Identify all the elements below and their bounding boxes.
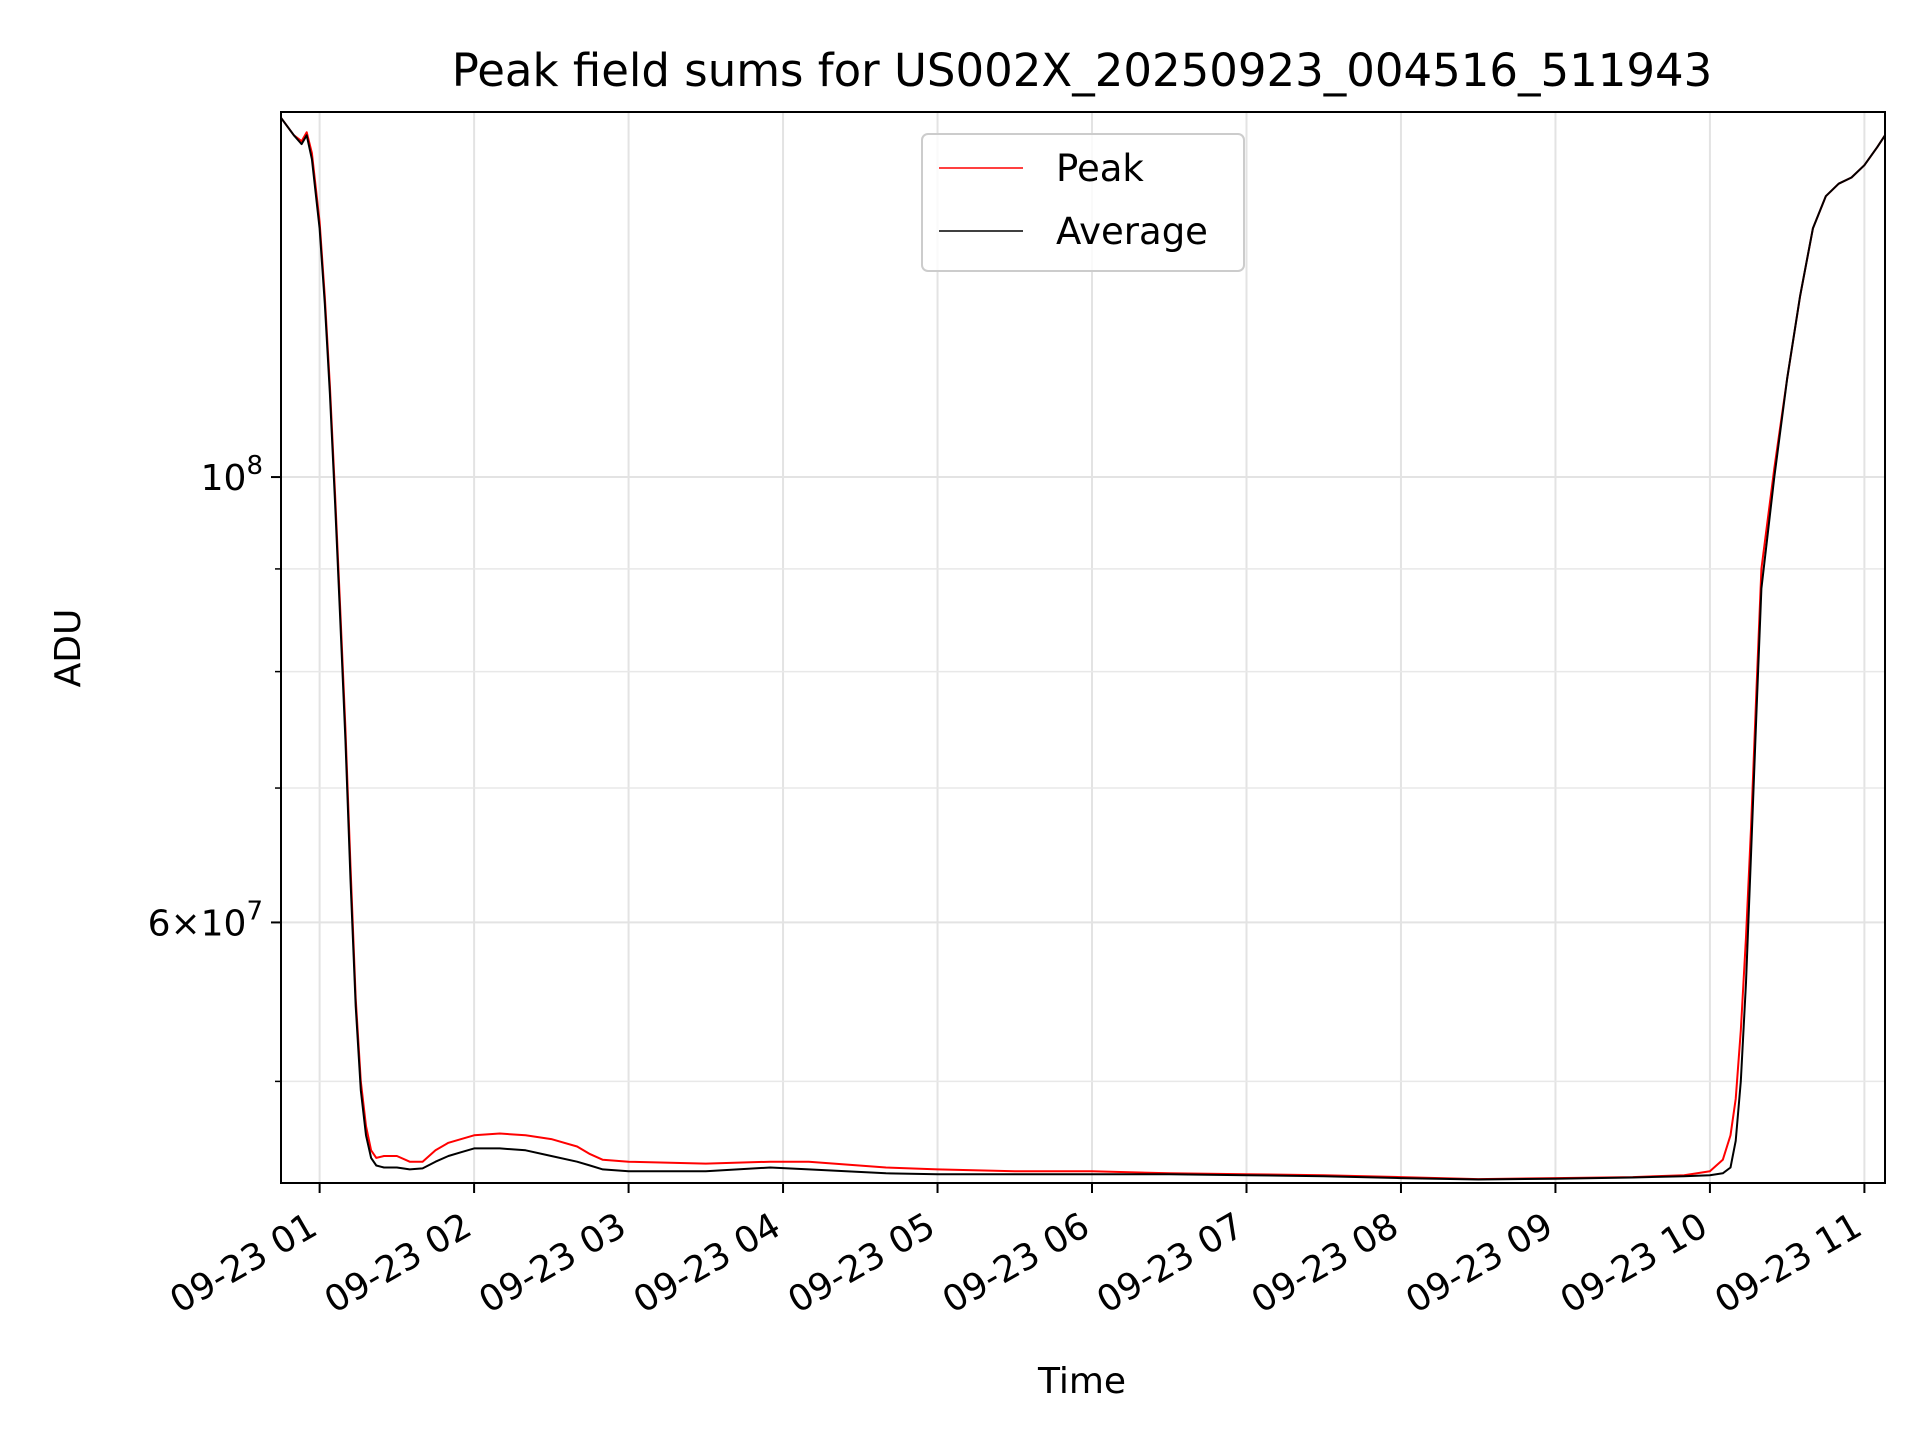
y-axis-title: ADU — [48, 609, 89, 688]
grid-lines — [281, 112, 1885, 1183]
series-lines — [280, 117, 1886, 1181]
legend-label-average: Average — [1056, 210, 1208, 253]
y-tick-label: 6×107 — [148, 896, 263, 944]
legend: Peak Average — [921, 133, 1245, 272]
chart-title: Peak field sums for US002X_20250923_0045… — [452, 44, 1713, 97]
plot-frame — [280, 111, 1886, 1184]
x-axis-title: Time — [1037, 1361, 1126, 1402]
legend-label-peak: Peak — [1056, 147, 1144, 190]
series-line-average — [280, 117, 1886, 1181]
